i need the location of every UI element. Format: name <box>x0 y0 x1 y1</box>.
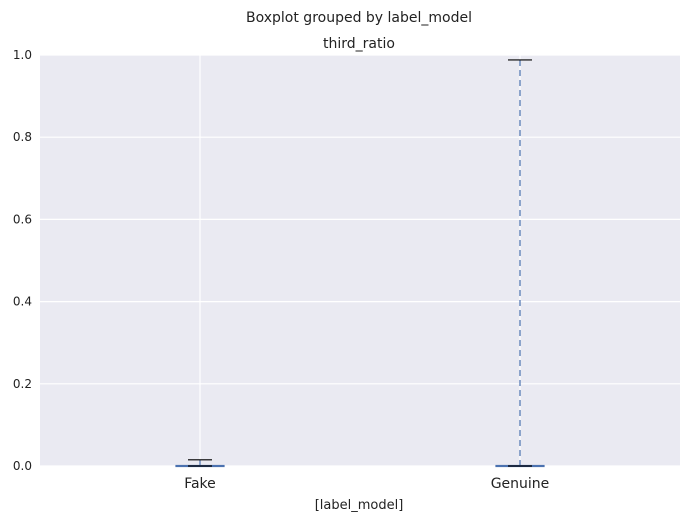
x-tick-label: Fake <box>184 476 216 492</box>
y-axis-ticks: 0.0 0.2 0.4 0.6 0.8 1.0 <box>13 48 32 473</box>
plot-area <box>40 55 680 466</box>
grid-lines <box>40 54 680 467</box>
chart-title: third_ratio <box>323 36 395 52</box>
y-tick-label: 0.0 <box>13 459 32 473</box>
y-tick-label: 0.4 <box>13 295 32 309</box>
box-genuine <box>495 59 545 468</box>
chart-suptitle: Boxplot grouped by label_model <box>246 10 472 26</box>
box-series <box>175 59 545 468</box>
y-tick-label: 0.8 <box>13 130 32 144</box>
x-axis-ticks: Fake Genuine <box>184 476 549 492</box>
y-tick-label: 0.2 <box>13 377 32 391</box>
y-tick-label: 1.0 <box>13 48 32 62</box>
box-fake <box>175 459 225 468</box>
y-tick-label: 0.6 <box>13 212 32 226</box>
x-tick-label: Genuine <box>491 476 550 492</box>
x-axis-label: [label_model] <box>315 498 404 513</box>
